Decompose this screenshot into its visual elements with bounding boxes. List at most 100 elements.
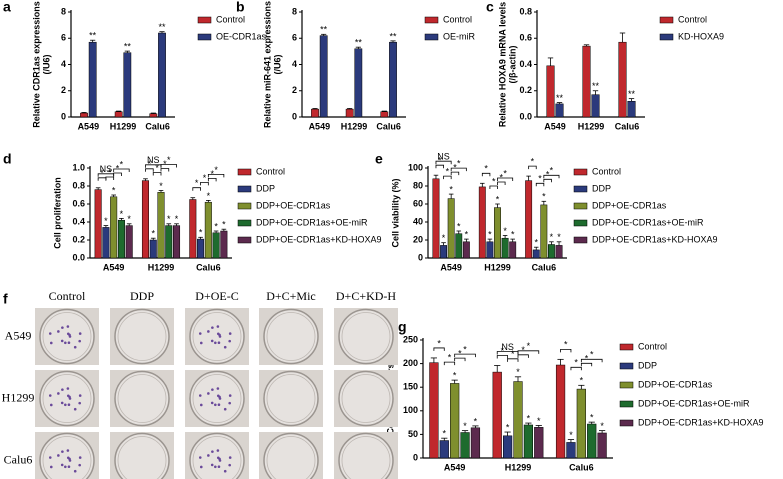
colony [199,465,203,469]
bar [389,41,397,118]
colony [216,394,220,398]
bracket-label: * [458,348,462,358]
colony [60,463,64,467]
bracket-label: * [527,341,531,351]
bracket-label: * [100,168,104,178]
legend-label: DDP+OE-CDR1as+OE-miR [256,217,368,227]
legend-label: DDP+OE-CDR1as+KD-HOXA9 [256,234,382,244]
colony [217,403,221,407]
bar [439,440,449,459]
significance-label: * [503,226,507,236]
significance-label: ** [592,81,600,91]
legend-swatch [619,400,634,408]
row-label: A549 [5,328,32,342]
bar [380,111,389,118]
dish-inner [42,436,92,479]
legend-swatch [573,219,588,227]
significance-bracket [435,160,452,165]
dish-inner [192,436,242,479]
colony [198,332,202,335]
bar [354,48,363,118]
bar [158,32,166,118]
bracket-label: * [500,172,504,182]
bracket-label: * [148,159,152,169]
y-tick-label: 8 [292,6,297,16]
significance-label: * [550,232,554,242]
significance-label: * [151,229,155,239]
colony [66,332,70,336]
bar [110,196,118,259]
dish-inner [192,374,242,423]
bracket-label: * [546,170,550,180]
legend-swatch [197,16,212,24]
colony [78,456,82,459]
y-tick-label: 0.8 [72,180,85,190]
dish [39,308,95,365]
bracket-label: * [503,168,507,178]
bracket-label: * [210,169,214,179]
legend-label: DDP [256,183,275,193]
dish [39,432,95,479]
bar [125,225,133,259]
bar [534,427,544,459]
significance-bracket [517,354,529,358]
significance-label: ** [389,31,397,41]
significance-label: * [580,376,584,386]
significance-bracket [497,177,514,181]
significance-label: * [442,233,446,243]
y-tick-label: 200 [403,358,418,368]
colony [67,341,71,345]
significance-label: * [127,214,131,224]
significance-label: * [496,194,500,204]
bar [501,237,509,259]
bar [532,249,540,259]
significance-bracket [454,357,466,362]
bracket-label: * [585,354,589,364]
bar [432,178,440,259]
y-tick-label: 4 [292,59,297,69]
x-tick-label: A549 [78,121,100,131]
dish [263,370,319,427]
y-axis-label: Relative CDR1as expressions [31,1,41,128]
bracket-label: * [155,163,159,173]
y-tick-label: 0.0 [519,111,532,121]
bracket-label: * [492,176,496,186]
y-tick-label: 0.8 [519,6,532,16]
dish-inner [266,374,316,423]
bar [555,245,563,259]
colony [64,465,67,469]
colony [61,388,64,391]
significance-bracket [497,181,506,185]
bracket-label: * [484,164,488,174]
bar [555,103,564,118]
y-tick-label: 0.6 [72,198,85,208]
significance-label: ** [628,89,636,99]
colony [228,339,231,343]
y-tick-label: 0.0 [72,252,85,262]
colony [216,325,220,328]
x-tick-label: A549 [444,462,466,472]
significance-label: * [465,229,469,239]
significance-label: * [214,221,218,231]
colony [214,465,217,469]
bar [478,186,486,259]
legend-swatch [237,236,252,244]
colony [210,463,214,467]
y-tick-label: 0.4 [519,59,532,69]
significance-label: ** [89,31,97,41]
y-tick-label: 0 [418,252,423,262]
colony [57,330,60,333]
significance-bracket [160,164,177,168]
colony [217,341,221,345]
x-tick-label: Calu6 [569,462,594,472]
significance-label: * [463,421,467,431]
bar [546,65,555,118]
dish [263,432,319,479]
legend-swatch [237,202,252,210]
colony [57,392,60,395]
panel-label: f [3,291,8,307]
significance-label: * [167,214,171,224]
significance-label: * [600,421,604,431]
dish-inner [42,312,92,361]
significance-bracket [435,164,444,169]
